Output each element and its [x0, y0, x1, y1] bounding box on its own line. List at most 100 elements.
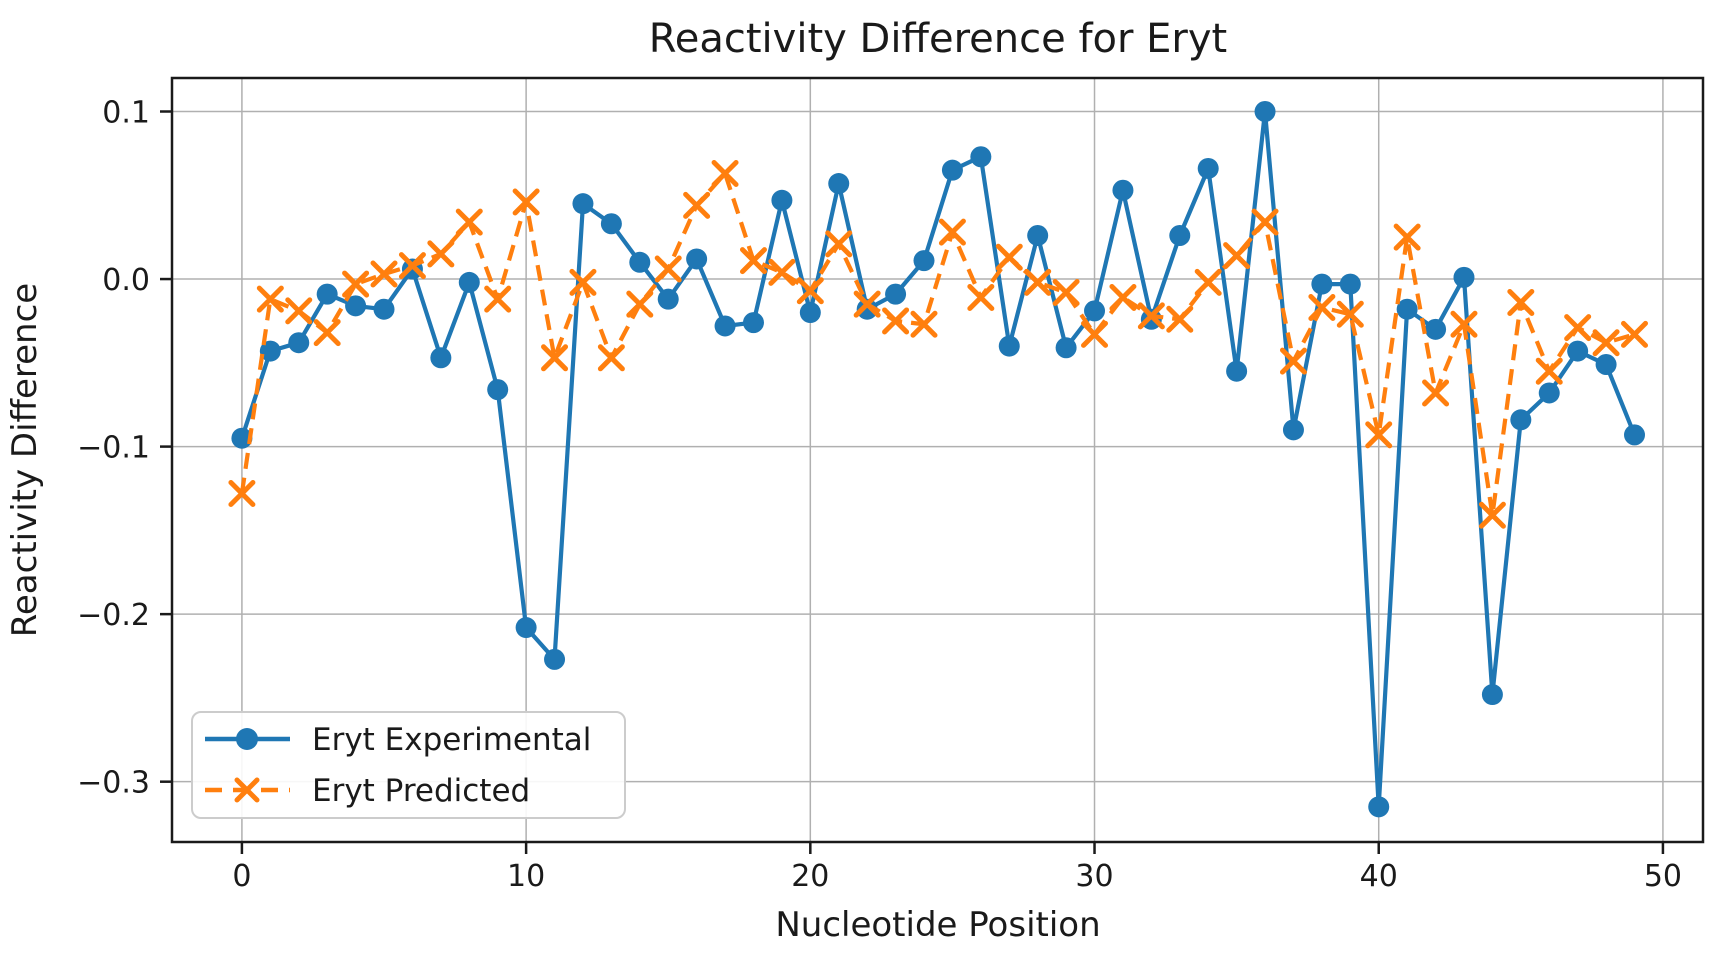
legend-marker-x-icon [234, 777, 260, 803]
data-point-predicted [1535, 357, 1563, 385]
legend: Eryt Experimental Eryt Predicted [191, 711, 626, 819]
data-point-predicted [569, 268, 597, 296]
data-point-predicted [739, 247, 767, 275]
data-point-experimental [1624, 424, 1646, 446]
data-point-predicted [1166, 305, 1194, 333]
series-experimental [231, 101, 1646, 818]
data-point-predicted [1308, 294, 1336, 322]
data-point-predicted [825, 230, 853, 258]
data-point-experimental [1510, 409, 1532, 431]
legend-marker-circle-icon [236, 728, 258, 750]
data-point-predicted [342, 270, 370, 298]
data-point-experimental [487, 379, 509, 401]
legend-box [191, 711, 626, 819]
legend-label-experimental: Eryt Experimental [312, 722, 591, 758]
data-point-predicted [228, 480, 256, 508]
series-predicted [228, 160, 1649, 529]
y-tick-label: 0.0 [102, 263, 150, 298]
data-point-experimental [913, 250, 935, 272]
experimental-line [239, 109, 1637, 809]
data-point-predicted [1279, 347, 1307, 375]
x-tick-label: 40 [1360, 859, 1398, 894]
data-point-experimental [600, 213, 622, 235]
data-point-predicted [285, 297, 313, 325]
data-point-predicted [1137, 302, 1165, 330]
data-point-experimental [1595, 354, 1617, 375]
data-point-predicted [995, 243, 1023, 271]
x-axis-label: Nucleotide Position [775, 905, 1100, 945]
data-point-experimental [515, 617, 537, 639]
data-point-predicted [1223, 242, 1251, 270]
data-point-experimental [1027, 224, 1049, 246]
data-point-predicted [683, 191, 711, 219]
data-point-experimental [316, 283, 338, 305]
data-point-experimental [686, 248, 708, 270]
data-point-experimental [885, 283, 907, 305]
data-point-experimental [1453, 266, 1475, 288]
data-point-predicted [370, 260, 398, 288]
data-point-predicted [796, 277, 824, 305]
data-point-experimental [771, 189, 793, 211]
data-point-predicted [1109, 283, 1137, 311]
data-point-experimental [657, 288, 679, 310]
data-point-experimental [1197, 157, 1219, 179]
data-point-experimental [1169, 224, 1191, 246]
data-point-experimental [1396, 298, 1418, 320]
y-tick-label: 0.1 [102, 96, 150, 131]
data-point-predicted [626, 290, 654, 318]
data-point-predicted [1052, 278, 1080, 306]
data-point-predicted [1024, 268, 1052, 296]
data-point-predicted [938, 218, 966, 246]
data-point-predicted [910, 310, 938, 338]
y-tick-label: −0.3 [77, 766, 150, 801]
data-point-experimental [345, 295, 367, 317]
data-point-experimental [1339, 273, 1361, 295]
data-point-predicted [256, 285, 284, 313]
data-point-predicted [967, 283, 995, 311]
data-point-predicted [1194, 268, 1222, 296]
data-point-predicted [398, 252, 426, 280]
data-point-predicted [427, 240, 455, 268]
plot-border [170, 76, 1705, 844]
data-point-experimental [1226, 360, 1248, 382]
y-tick-label: −0.2 [77, 598, 150, 633]
data-point-experimental [1254, 101, 1276, 123]
x-tick-label: 10 [507, 859, 545, 894]
x-tick-label: 30 [1075, 859, 1113, 894]
data-point-experimental [1538, 382, 1560, 404]
data-point-predicted [1592, 329, 1620, 357]
chart-title: Reactivity Difference for Eryt [649, 16, 1227, 62]
data-point-predicted [1422, 379, 1450, 407]
data-point-predicted [1621, 320, 1649, 348]
data-point-predicted [1507, 289, 1535, 317]
data-point-experimental [1112, 179, 1134, 201]
data-point-experimental [941, 159, 963, 181]
y-axis-label: Reactivity Difference [5, 283, 45, 637]
data-point-experimental [970, 146, 992, 168]
data-point-predicted [1336, 300, 1364, 328]
data-point-predicted [313, 319, 341, 347]
data-point-predicted [1564, 314, 1592, 342]
data-point-predicted [484, 285, 512, 313]
data-point-predicted [541, 344, 569, 372]
data-point-predicted [1478, 501, 1506, 529]
data-point-predicted [1251, 208, 1279, 236]
axis-ticks: 0 10 20 30 40 50 0.1 0.0 −0.1 −0.2 −0.3 [77, 96, 1682, 894]
data-point-experimental [828, 173, 850, 195]
data-point-experimental [259, 340, 281, 362]
data-point-predicted [455, 208, 483, 236]
data-point-predicted [882, 307, 910, 335]
data-point-predicted [768, 258, 796, 286]
data-point-experimental [799, 302, 821, 324]
data-point-predicted [1450, 310, 1478, 338]
data-point-predicted [512, 188, 540, 216]
data-point-experimental [288, 332, 310, 354]
data-point-predicted [1393, 223, 1421, 251]
data-series [228, 101, 1649, 818]
data-point-predicted [597, 344, 625, 372]
data-point-predicted [654, 255, 682, 283]
data-point-experimental [1481, 684, 1503, 706]
data-point-experimental [1567, 340, 1589, 362]
